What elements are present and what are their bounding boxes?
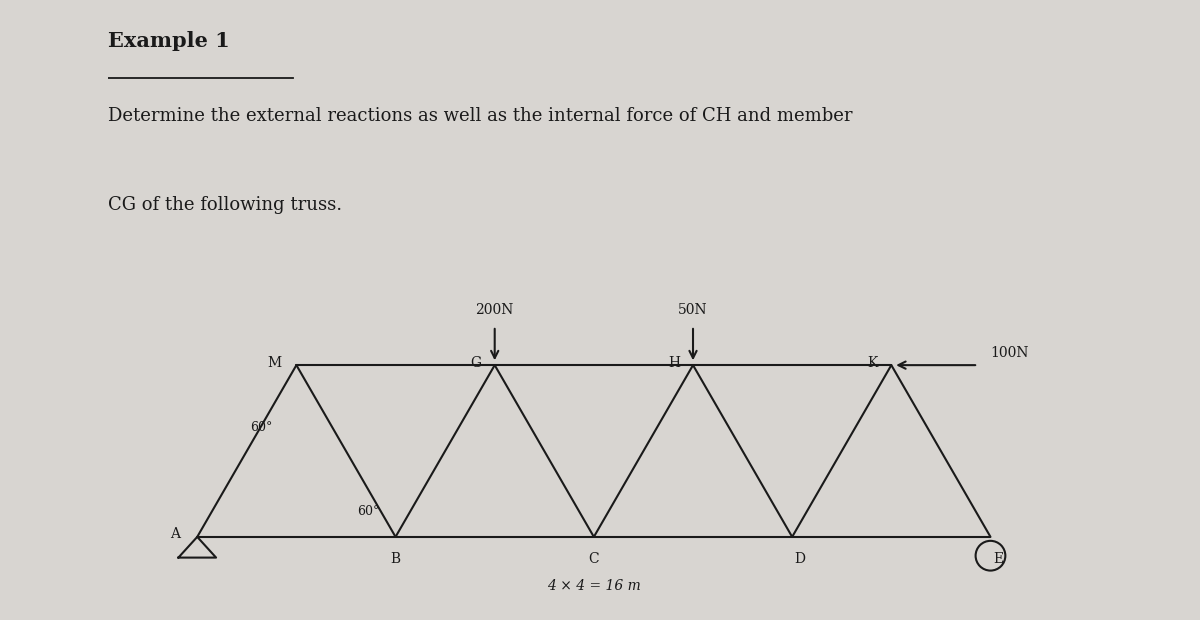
Text: 200N: 200N [475, 303, 514, 317]
Text: K: K [868, 356, 877, 370]
Text: C: C [588, 552, 599, 566]
Text: B: B [390, 552, 401, 566]
Text: CG of the following truss.: CG of the following truss. [108, 196, 342, 214]
Text: 50N: 50N [678, 303, 708, 317]
Text: 4 × 4 = 16 m: 4 × 4 = 16 m [547, 580, 641, 593]
Text: Example 1: Example 1 [108, 31, 229, 51]
Text: Determine the external reactions as well as the internal force of CH and member: Determine the external reactions as well… [108, 107, 852, 125]
Text: E: E [992, 552, 1003, 566]
Text: A: A [170, 528, 180, 541]
Text: 60°: 60° [251, 422, 272, 434]
Text: 60°: 60° [358, 505, 379, 518]
Text: 100N: 100N [990, 346, 1028, 360]
Text: H: H [668, 356, 680, 370]
Text: D: D [794, 552, 805, 566]
Text: M: M [268, 356, 281, 370]
Text: G: G [470, 356, 481, 370]
